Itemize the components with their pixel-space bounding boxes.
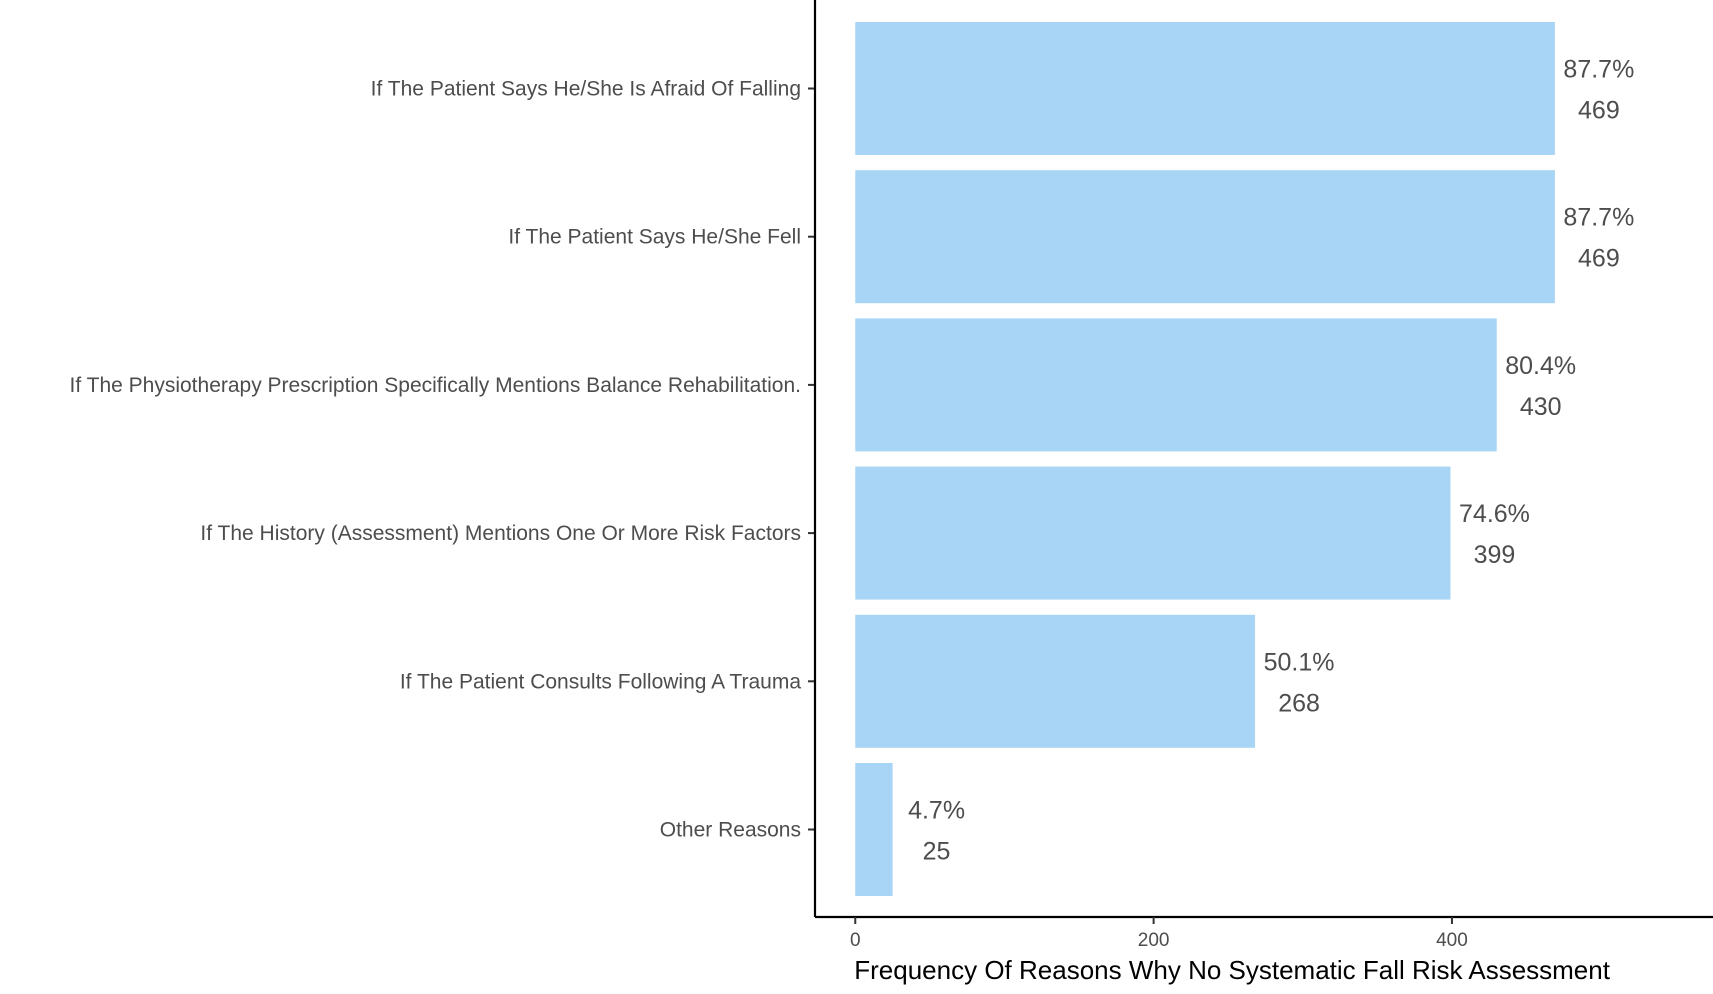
bar <box>855 170 1555 304</box>
percent-label: 87.7% <box>1563 204 1634 232</box>
category-label: If The Patient Says He/She Fell <box>508 226 801 249</box>
x-tick-label: 200 <box>1138 930 1170 951</box>
data-labels: 87.7% 469 87.7% 469 80.4% 430 74.6% 399 50.1% 268… <box>908 56 1634 866</box>
percent-label: 4.7% <box>908 797 965 825</box>
y-axis: If The Patient Says He/She Is Afraid Of … <box>70 0 817 917</box>
count-label: 469 <box>1578 97 1620 125</box>
bar <box>855 22 1555 155</box>
count-label: 430 <box>1520 393 1562 421</box>
bar <box>855 614 1256 748</box>
percent-label: 80.4% <box>1505 352 1576 380</box>
category-label: If The History (Assessment) Mentions One… <box>200 522 801 545</box>
category-label: If The Patient Says He/She Is Afraid Of … <box>371 78 801 101</box>
x-tick-label: 400 <box>1436 930 1468 951</box>
percent-label: 50.1% <box>1264 648 1335 676</box>
count-label: 25 <box>923 838 951 866</box>
category-label: Other Reasons <box>660 819 801 842</box>
x-axis-title: Frequency Of Reasons Why No Systematic F… <box>854 955 1610 985</box>
percent-label: 74.6% <box>1459 500 1530 528</box>
bar <box>855 318 1497 452</box>
x-axis: 0 200 400 <box>815 915 1713 951</box>
percent-label: 87.7% <box>1563 56 1634 84</box>
bar <box>855 466 1451 600</box>
category-label: If The Physiotherapy Prescription Specif… <box>70 374 802 397</box>
count-label: 268 <box>1278 689 1320 717</box>
count-label: 469 <box>1578 245 1620 273</box>
category-label: If The Patient Consults Following A Trau… <box>400 670 801 693</box>
bars <box>855 22 1555 896</box>
bar <box>855 763 893 896</box>
x-tick-label: 0 <box>850 930 861 951</box>
count-label: 399 <box>1474 541 1516 569</box>
